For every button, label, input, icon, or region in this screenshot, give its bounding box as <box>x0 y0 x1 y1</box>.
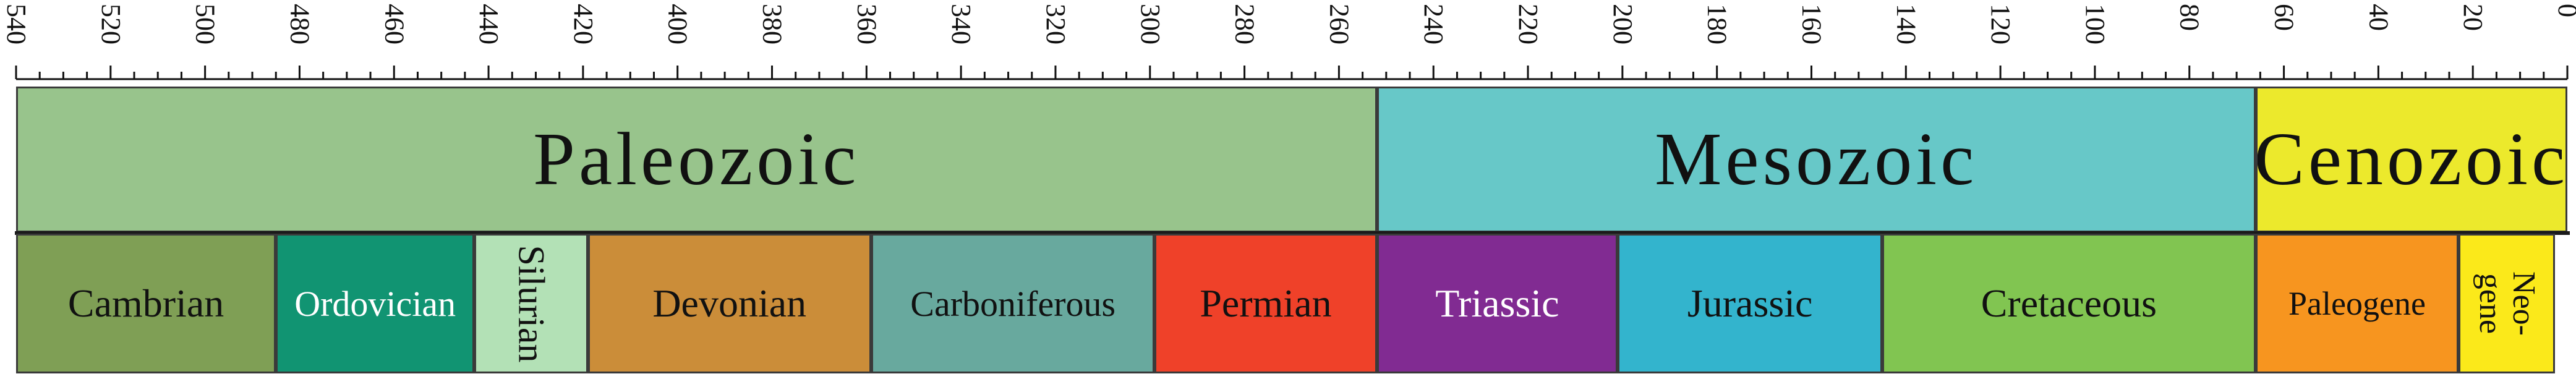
axis-tick-label: 160 <box>1796 4 1827 45</box>
axis-tick-label: 400 <box>663 4 693 45</box>
axis-tick-label: 520 <box>96 4 126 45</box>
period-permian-label: Permian <box>1200 281 1332 325</box>
period-ordovician-label: Ordovician <box>294 283 456 324</box>
axis-tick-label: 140 <box>1891 4 1921 45</box>
period-paleogene: Paleogene <box>2255 234 2459 373</box>
axis-tick-label: 80 <box>2175 4 2205 31</box>
period-permian: Permian <box>1154 234 1377 373</box>
period-devonian: Devonian <box>587 234 871 373</box>
axis-tick-label: 180 <box>1702 4 1733 45</box>
axis-tick-label: 40 <box>2363 4 2394 31</box>
axis-tick-label: 340 <box>946 4 976 45</box>
era-paleozoic: Paleozoic <box>16 87 1377 232</box>
period-ordovician: Ordovician <box>276 234 475 373</box>
period-neogene-label: Neo- gene <box>2473 271 2542 336</box>
period-cretaceous: Cretaceous <box>1882 234 2256 373</box>
era-mesozoic: Mesozoic <box>1376 87 2256 232</box>
axis-tick-label: 240 <box>1418 4 1449 45</box>
time-scale-axis: 540 520 500 480 460 440 420 400 380 360 340 320 300 2… <box>1 4 2576 80</box>
period-carboniferous-label: Carboniferous <box>910 283 1116 324</box>
axis-tick-label: 280 <box>1230 4 1260 45</box>
axis-tick-label: 0 <box>2553 4 2576 17</box>
axis-tick-label: 220 <box>1513 4 1543 45</box>
axis-tick-label: 380 <box>757 4 788 45</box>
axis-tick-label: 500 <box>190 4 221 45</box>
axis-tick-label: 540 <box>1 4 32 45</box>
axis-tick-label: 200 <box>1608 4 1638 45</box>
axis-tick-label: 320 <box>1041 4 1071 45</box>
axis-tick-label: 360 <box>851 4 882 45</box>
era-mesozoic-label: Mesozoic <box>1654 117 1978 201</box>
period-silurian: Silurian <box>474 234 588 373</box>
axis-tick-label: 20 <box>2458 4 2488 31</box>
axis-tick-label: 120 <box>1985 4 2016 45</box>
axis-tick-label: 300 <box>1135 4 1166 45</box>
axis-tick-label: 480 <box>284 4 315 45</box>
period-neogene: Neo- gene <box>2459 234 2556 373</box>
era-period-divider <box>15 231 2570 235</box>
period-triassic-label: Triassic <box>1435 281 1559 325</box>
period-cambrian-label: Cambrian <box>67 281 224 325</box>
period-paleogene-label: Paleogene <box>2288 285 2426 322</box>
axis-tick-label: 100 <box>2080 4 2110 45</box>
period-triassic: Triassic <box>1376 234 1618 373</box>
axis-tick-label: 60 <box>2269 4 2300 31</box>
period-cambrian: Cambrian <box>16 234 276 373</box>
period-cretaceous-label: Cretaceous <box>1981 281 2157 325</box>
axis-tick-label: 420 <box>568 4 599 45</box>
era-cenozoic: Cenozoic <box>2255 87 2567 232</box>
axis-tick-label: 260 <box>1324 4 1354 45</box>
period-silurian-label: Silurian <box>511 245 552 362</box>
period-devonian-label: Devonian <box>652 281 807 325</box>
axis-tick-label: 460 <box>379 4 409 45</box>
era-paleozoic-label: Paleozoic <box>533 117 860 201</box>
period-jurassic: Jurassic <box>1618 234 1883 373</box>
period-carboniferous: Carboniferous <box>871 234 1155 373</box>
axis-tick-label: 440 <box>474 4 504 45</box>
period-jurassic-label: Jurassic <box>1687 281 1813 325</box>
era-cenozoic-label: Cenozoic <box>2255 117 2567 201</box>
